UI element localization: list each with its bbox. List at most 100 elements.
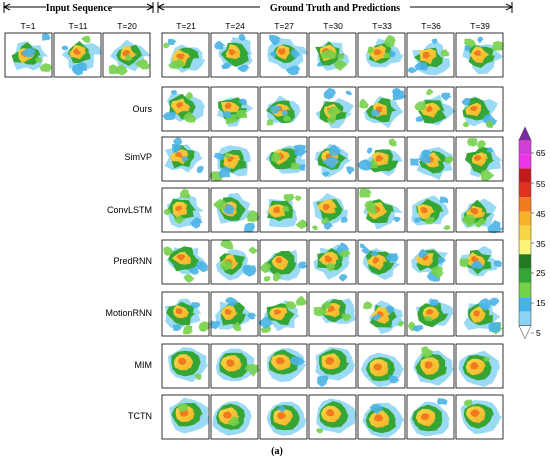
ground-truth-panel-3 [259, 32, 309, 78]
prediction-panel-ours-4 [308, 86, 357, 132]
input-sequence-header: Input Sequence [46, 3, 113, 14]
prediction-panel-mim-6 [406, 343, 455, 389]
time-label-output-3: T=27 [274, 21, 294, 31]
prediction-panel-simvp-7 [455, 136, 504, 182]
row-label-tctn: TCTN [128, 411, 152, 421]
prediction-panel-simvp-5 [357, 136, 406, 182]
colorbar-label-45: 45 [536, 209, 546, 219]
prediction-panel-motionrnn-2 [209, 291, 259, 337]
colorbar-label-5: 5 [536, 328, 541, 338]
colorbar-bottom-arrow [518, 325, 532, 340]
time-label-output-7: T=39 [470, 21, 490, 31]
input-panel-1 [4, 32, 53, 78]
prediction-panel-motionrnn-3 [257, 291, 308, 337]
time-label-input-2: T=11 [69, 21, 88, 31]
colorbar [518, 126, 534, 340]
prediction-panel-predrnn-7 [455, 239, 504, 285]
colorbar-segment [519, 154, 531, 169]
prediction-panel-tctn-2 [210, 394, 259, 440]
prediction-panel-convlstm-2 [210, 187, 260, 233]
prediction-panel-tctn-6 [406, 394, 455, 440]
prediction-panel-tctn-3 [259, 394, 308, 440]
row-label-ours: Ours [132, 104, 152, 114]
prediction-panel-simvp-6 [406, 136, 455, 182]
time-label-output-6: T=36 [421, 21, 441, 31]
prediction-panel-convlstm-7 [455, 187, 504, 234]
prediction-panel-predrnn-3 [259, 239, 308, 285]
prediction-panel-tctn-5 [357, 394, 406, 440]
prediction-panel-ours-1 [161, 86, 210, 132]
time-label-input-3: T=20 [117, 21, 137, 31]
prediction-panel-convlstm-4 [308, 187, 357, 233]
prediction-panel-motionrnn-1 [161, 291, 211, 337]
prediction-panel-simvp-1 [161, 136, 210, 182]
time-label-output-5: T=33 [372, 21, 392, 31]
prediction-panel-predrnn-6 [406, 239, 455, 285]
header-bracket-input [2, 2, 155, 13]
header-bracket-predictions [156, 2, 514, 13]
time-label-input-1: T=1 [21, 21, 36, 31]
row-label-motionrnn: MotionRNN [105, 308, 152, 318]
colorbar-segment [519, 268, 531, 283]
prediction-panel-tctn-7 [455, 394, 504, 440]
prediction-panel-predrnn-2 [210, 239, 259, 285]
colorbar-segment [519, 282, 531, 298]
prediction-panel-mim-2 [210, 343, 261, 389]
prediction-panel-convlstm-3 [259, 187, 309, 233]
input-panel-3 [102, 32, 152, 78]
prediction-panel-tctn-1 [161, 394, 210, 440]
ground-truth-panel-5 [357, 32, 406, 78]
ground-truth-panel-6 [406, 32, 455, 78]
prediction-panel-convlstm-1 [161, 187, 210, 233]
figure-caption: (a) [271, 446, 283, 457]
row-label-simvp: SimVP [124, 152, 152, 162]
prediction-panel-convlstm-6 [406, 187, 455, 233]
ground-truth-panel-1 [161, 32, 210, 78]
colorbar-segment [519, 240, 531, 255]
prediction-panel-motionrnn-4 [308, 291, 357, 337]
prediction-panel-ours-7 [455, 86, 504, 132]
prediction-panel-ours-3 [259, 86, 308, 132]
colorbar-label-65: 65 [536, 148, 546, 158]
colorbar-segment [519, 311, 531, 326]
prediction-panel-ours-2 [210, 86, 259, 132]
row-label-predrnn: PredRNN [113, 256, 152, 266]
prediction-panel-simvp-2 [208, 136, 259, 182]
colorbar-segment [519, 225, 531, 240]
colorbar-segment [519, 182, 531, 198]
radar-panel-grid [4, 32, 505, 440]
ground-truth-panel-7 [455, 32, 505, 78]
colorbar-segment [519, 211, 531, 226]
predictions-header: Ground Truth and Predictions [270, 3, 400, 14]
prediction-panel-motionrnn-6 [406, 291, 455, 337]
prediction-panel-simvp-4 [308, 136, 357, 182]
colorbar-label-25: 25 [536, 268, 546, 278]
prediction-panel-mim-3 [259, 343, 308, 389]
prediction-panel-ours-5 [357, 86, 407, 132]
prediction-panel-predrnn-1 [161, 239, 210, 285]
prediction-panel-mim-4 [308, 343, 357, 389]
prediction-panel-predrnn-4 [308, 239, 357, 285]
colorbar-label-55: 55 [536, 179, 546, 189]
colorbar-segment [519, 140, 531, 155]
time-label-output-2: T=24 [225, 21, 245, 31]
input-panel-2 [53, 32, 102, 78]
time-label-output-4: T=30 [323, 21, 343, 31]
prediction-panel-ours-6 [406, 86, 456, 132]
colorbar-segment [519, 254, 531, 269]
row-label-mim: MIM [135, 360, 153, 370]
prediction-panel-convlstm-5 [357, 187, 406, 233]
colorbar-top-arrow [518, 126, 532, 141]
prediction-panel-mim-7 [455, 343, 504, 389]
prediction-panel-motionrnn-5 [357, 291, 406, 337]
prediction-panel-mim-5 [357, 343, 406, 389]
prediction-panel-simvp-3 [259, 136, 308, 182]
prediction-panel-mim-1 [161, 343, 210, 389]
colorbar-segment [519, 197, 531, 212]
time-label-output-1: T=21 [176, 21, 196, 31]
row-label-convlstm: ConvLSTM [107, 205, 152, 215]
colorbar-segment [519, 297, 531, 312]
prediction-panel-tctn-4 [308, 394, 357, 440]
prediction-panel-motionrnn-7 [455, 291, 504, 337]
